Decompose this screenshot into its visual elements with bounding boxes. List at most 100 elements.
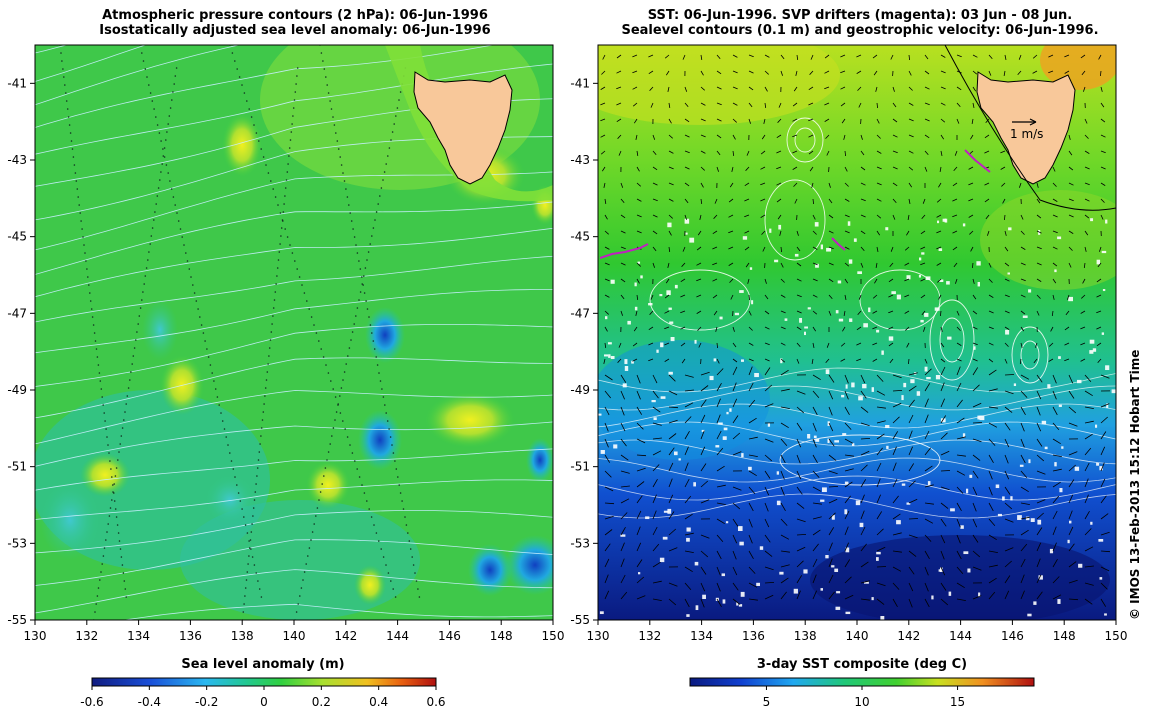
track-dot: [64, 84, 66, 86]
track-dot: [296, 268, 299, 270]
velocity-vector: [872, 358, 878, 362]
cloud-speckle: [1099, 577, 1103, 580]
velocity-vector: [858, 294, 862, 300]
velocity-vector: [984, 134, 990, 139]
track-dot: [359, 291, 362, 293]
velocity-vector: [716, 502, 726, 505]
track-dot: [388, 147, 391, 149]
track-dot: [407, 532, 409, 534]
velocity-vector: [904, 310, 910, 314]
track-dot: [150, 235, 153, 237]
cloud-speckle: [722, 599, 726, 604]
velocity-vector: [652, 598, 662, 601]
velocity-vector: [796, 470, 802, 480]
track-dot: [292, 115, 294, 117]
lon-tick-label: 150: [1105, 629, 1128, 643]
track-dot: [84, 252, 86, 254]
velocity-vector: [636, 481, 645, 488]
velocity-vector: [696, 246, 702, 251]
velocity-vector: [684, 214, 687, 220]
cloud-speckle: [940, 418, 946, 423]
velocity-vector: [988, 358, 994, 363]
velocity-vector: [1050, 326, 1054, 332]
velocity-vector: [890, 246, 894, 252]
left-map-field: [35, 45, 553, 620]
velocity-vector: [906, 230, 910, 236]
velocity-vector: [652, 494, 657, 504]
velocity-vector: [1004, 590, 1010, 600]
velocity-vector: [908, 566, 915, 575]
track-dot: [125, 403, 127, 405]
velocity-vector: [604, 294, 610, 298]
velocity-vector: [1100, 150, 1106, 154]
cloud-speckle: [962, 223, 966, 227]
track-dot: [327, 92, 330, 94]
velocity-vector: [715, 326, 718, 332]
track-dot: [91, 316, 94, 318]
velocity-vector: [732, 366, 738, 376]
velocity-vector: [812, 214, 816, 220]
velocity-vector: [792, 134, 798, 138]
track-dot: [204, 340, 206, 342]
cloud-speckle: [926, 377, 931, 380]
velocity-vector: [780, 550, 790, 553]
velocity-vector: [700, 414, 706, 424]
cloud-speckle: [694, 561, 699, 566]
cloud-speckle: [776, 471, 779, 475]
velocity-vector: [924, 86, 930, 90]
cloud-speckle: [831, 514, 835, 520]
velocity-vector: [1068, 561, 1077, 568]
cloud-speckle: [739, 290, 744, 293]
track-dot: [395, 468, 398, 470]
track-dot: [397, 476, 399, 478]
velocity-vector: [1068, 510, 1073, 520]
cloud-speckle: [767, 422, 771, 427]
velocity-vector: [828, 486, 839, 488]
velocity-vector: [1004, 310, 1010, 314]
velocity-vector: [668, 118, 672, 124]
velocity-vector: [956, 358, 962, 362]
velocity-vector: [764, 384, 773, 392]
track-dot: [107, 444, 109, 446]
track-dot: [93, 332, 96, 334]
track-dot: [242, 611, 245, 613]
velocity-vector: [777, 214, 782, 220]
cloud-speckle: [656, 349, 659, 353]
cloud-speckle: [1041, 420, 1047, 425]
track-dot: [102, 555, 105, 557]
track-dot: [368, 316, 370, 318]
velocity-vector: [860, 479, 867, 488]
track-dot: [200, 324, 203, 326]
track-dot: [175, 67, 178, 69]
velocity-vector: [716, 447, 724, 456]
velocity-vector: [763, 118, 766, 124]
cloud-speckle: [1111, 389, 1116, 394]
track-dot: [347, 355, 349, 357]
velocity-vector: [1020, 278, 1026, 282]
track-dot: [287, 163, 289, 165]
velocity-vector: [620, 574, 626, 584]
velocity-vector: [1052, 214, 1058, 218]
velocity-vector: [1020, 262, 1026, 266]
velocity-vector: [1100, 166, 1106, 170]
velocity-vector: [1004, 374, 1015, 376]
velocity-vector: [892, 166, 898, 170]
cloud-speckle: [742, 236, 748, 240]
velocity-vector: [684, 495, 692, 504]
velocity-vector: [905, 326, 910, 331]
velocity-vector: [796, 534, 807, 536]
velocity-vector: [760, 182, 766, 186]
velocity-vector: [716, 566, 721, 576]
velocity-vector: [844, 542, 849, 552]
cloud-speckle: [849, 318, 853, 322]
velocity-vector: [860, 526, 866, 536]
track-dot: [339, 156, 342, 158]
velocity-vector: [920, 294, 926, 299]
velocity-vector: [1068, 182, 1074, 186]
velocity-vector: [968, 214, 974, 218]
track-dot: [252, 515, 254, 517]
velocity-vector: [984, 150, 990, 154]
pressure-contour-line: [35, 357, 553, 419]
velocity-vector: [872, 54, 878, 59]
lon-tick-label: 146: [438, 629, 461, 643]
